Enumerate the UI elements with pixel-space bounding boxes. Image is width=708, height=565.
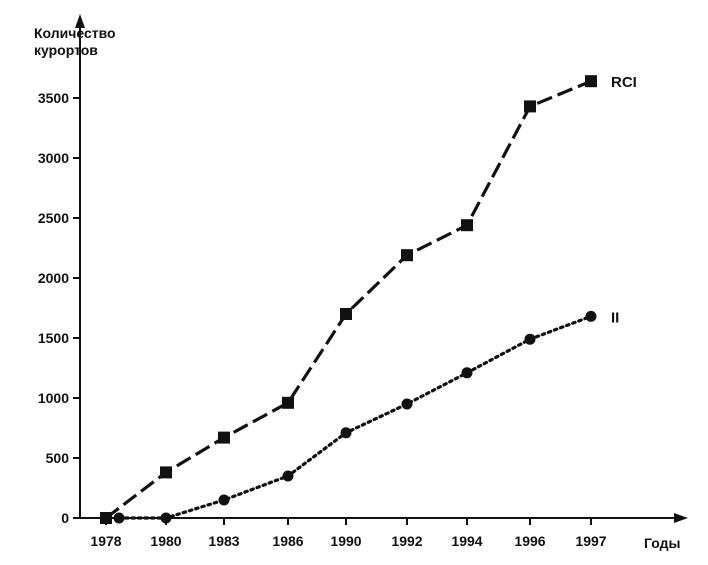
axes (75, 14, 688, 523)
data-point-circle (461, 367, 473, 379)
y-axis-title-line2: курортов (34, 42, 98, 58)
y-ticks: 0 500 1000 1500 2000 2500 3000 3500 (38, 90, 80, 526)
series-label: RCI (611, 74, 637, 91)
data-point-circle (524, 333, 536, 345)
data-point-square (524, 100, 536, 113)
y-tick-label: 500 (46, 450, 70, 466)
x-tick-label: 1990 (330, 533, 361, 549)
y-tick-label: 1500 (38, 330, 69, 346)
series-rci: RCI (100, 74, 637, 524)
x-ticks: 1978 1980 1983 1986 1990 1992 1994 1996 1997 (90, 518, 607, 549)
data-point-square (282, 396, 294, 409)
data-point-square (401, 249, 413, 262)
data-point-square (160, 466, 172, 479)
series-layer: RCI II (100, 74, 637, 524)
data-point-square (461, 219, 473, 232)
x-axis-title: Годы (644, 535, 680, 551)
x-tick-label: 1997 (575, 533, 606, 549)
y-tick-label: 3000 (38, 150, 69, 166)
series-ii: II (113, 309, 619, 524)
data-point-circle (401, 398, 413, 410)
data-point-circle (585, 310, 597, 322)
series-line (105, 79, 592, 520)
x-tick-label: 1994 (451, 533, 482, 549)
data-point-circle (113, 512, 125, 524)
data-point-circle (282, 470, 294, 482)
y-tick-label: 3500 (38, 90, 69, 106)
x-axis-arrow-icon (674, 513, 688, 523)
y-tick-label: 2500 (38, 210, 69, 226)
data-point-circle (160, 512, 172, 524)
x-tick-label: 1980 (150, 533, 181, 549)
data-point-square (340, 308, 352, 320)
y-tick-label: 1000 (38, 390, 69, 406)
series-line (117, 314, 593, 520)
data-point-circle (218, 494, 230, 506)
x-tick-label: 1986 (272, 533, 303, 549)
series-label: II (611, 309, 619, 326)
y-axis-arrow-icon (75, 14, 85, 28)
data-point-square (218, 431, 230, 444)
y-tick-label: 0 (61, 510, 69, 526)
data-point-circle (340, 427, 352, 439)
x-tick-label: 1996 (514, 533, 545, 549)
x-tick-label: 1992 (391, 533, 422, 549)
y-tick-label: 2000 (38, 270, 69, 286)
y-axis-title-line1: Количество (34, 25, 116, 41)
x-tick-label: 1983 (208, 533, 239, 549)
x-tick-label: 1978 (90, 533, 121, 549)
data-point-square (585, 75, 597, 88)
data-point-square (100, 512, 112, 524)
